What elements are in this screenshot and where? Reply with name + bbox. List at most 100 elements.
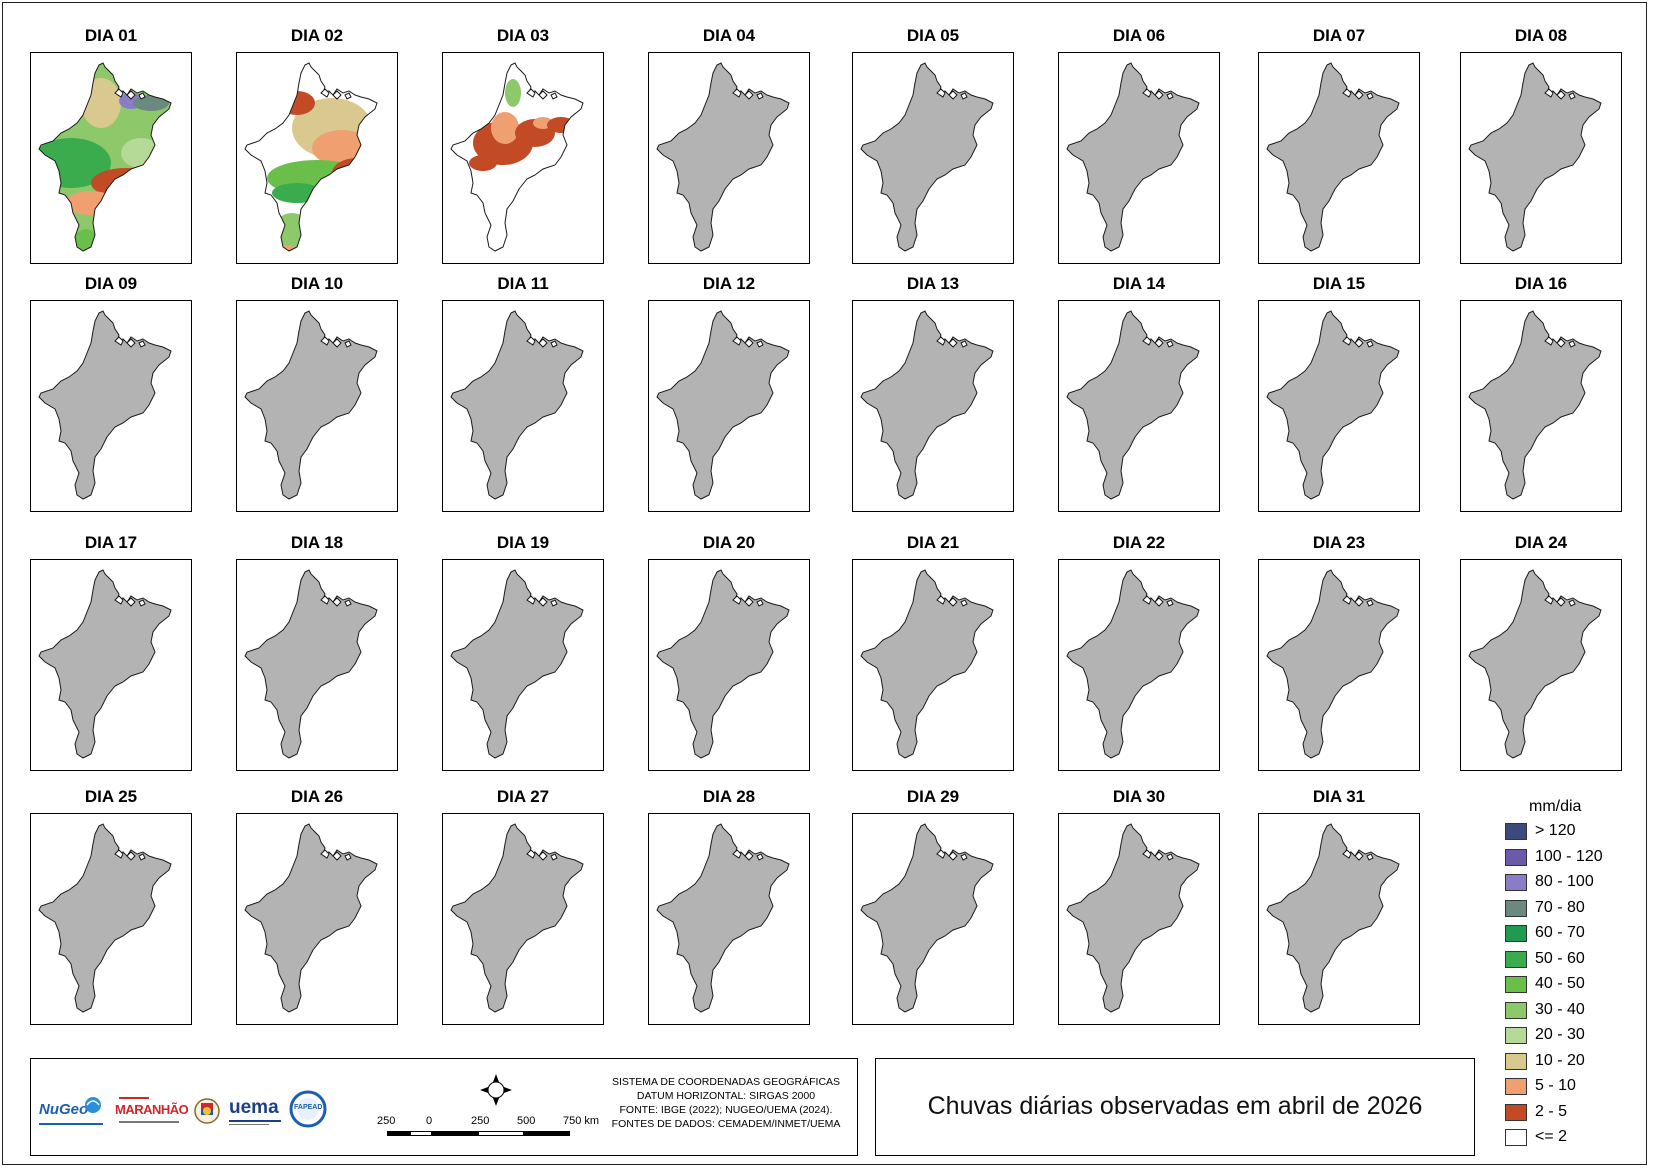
legend-label: <= 2 — [1535, 1128, 1568, 1145]
map-frame — [1258, 813, 1420, 1025]
legend-item: 2 - 5 — [1505, 1103, 1635, 1123]
map-frame — [1058, 52, 1220, 264]
day-label: DIA 07 — [1312, 26, 1366, 45]
day-map-panel: DIA 15 — [1258, 274, 1420, 514]
legend-label: 20 - 30 — [1535, 1026, 1585, 1043]
legend-item: 60 - 70 — [1505, 924, 1635, 944]
credit-line: DATUM HORIZONTAL: SIRGAS 2000 — [636, 1090, 816, 1102]
map-credits: SISTEMA DE COORDENADAS GEOGRÁFICAS DATUM… — [591, 1075, 861, 1131]
legend-item: 10 - 20 — [1505, 1052, 1635, 1072]
maranhao-state-map — [38, 823, 172, 1013]
day-map-panel: DIA 30 — [1058, 787, 1220, 1027]
maranhao-state-map — [1066, 62, 1200, 252]
map-frame — [30, 559, 192, 771]
day-map-panel: DIA 01 — [30, 26, 192, 266]
footer-info-box: NuGeo MARANHÃO uema — [30, 1058, 858, 1156]
day-map-panel: DIA 13 — [852, 274, 1014, 514]
legend-item: 20 - 30 — [1505, 1026, 1635, 1046]
maranhao-state-map — [656, 62, 790, 252]
scale-segment — [432, 1131, 478, 1136]
institution-logos: NuGeo MARANHÃO uema — [37, 1087, 337, 1137]
legend-swatch — [1505, 1027, 1527, 1044]
government-seal-logo — [193, 1087, 223, 1135]
map-frame — [1258, 559, 1420, 771]
maranhao-state-map — [860, 62, 994, 252]
day-map-panel: DIA 26 — [236, 787, 398, 1027]
day-map-panel: DIA 08 — [1460, 26, 1622, 266]
day-label: DIA 17 — [84, 533, 138, 552]
day-map-panel: DIA 19 — [442, 533, 604, 773]
day-label: DIA 31 — [1312, 787, 1366, 806]
day-label: DIA 06 — [1112, 26, 1166, 45]
legend-label: 100 - 120 — [1535, 847, 1603, 865]
day-label: DIA 27 — [496, 787, 550, 806]
legend-swatch — [1505, 1103, 1527, 1121]
legend-item: > 120 — [1505, 822, 1635, 842]
map-frame — [442, 52, 604, 264]
map-frame — [442, 300, 604, 512]
map-frame — [1058, 813, 1220, 1025]
day-label: DIA 30 — [1112, 787, 1166, 806]
day-map-panel: DIA 09 — [30, 274, 192, 514]
map-frame — [30, 52, 192, 264]
day-label: DIA 28 — [702, 787, 756, 806]
credit-line: FONTE: IBGE (2022); NUGEO/UEMA (2024). — [619, 1104, 833, 1116]
map-frame — [1460, 300, 1622, 512]
day-label: DIA 15 — [1312, 274, 1366, 293]
map-frame — [1058, 559, 1220, 771]
maranhao-state-map — [1468, 62, 1602, 252]
map-frame — [852, 300, 1014, 512]
day-label: DIA 10 — [290, 274, 344, 293]
legend-label: 70 - 80 — [1535, 898, 1585, 916]
legend-label: 5 - 10 — [1535, 1077, 1576, 1094]
day-label: DIA 21 — [906, 533, 960, 552]
maranhao-state-map — [860, 569, 994, 759]
maranhao-state-map — [656, 310, 790, 500]
day-label: DIA 16 — [1514, 274, 1568, 293]
legend-swatch — [1505, 823, 1527, 840]
map-frame — [648, 300, 810, 512]
day-label: DIA 19 — [496, 533, 550, 552]
day-label: DIA 29 — [906, 787, 960, 806]
day-map-panel: DIA 02 — [236, 26, 398, 266]
legend-label: 80 - 100 — [1535, 873, 1594, 890]
day-label: DIA 25 — [84, 787, 138, 806]
legend-label: > 120 — [1535, 822, 1576, 839]
day-label: DIA 01 — [84, 26, 138, 45]
maranhao-state-map — [1468, 569, 1602, 759]
map-frame — [1258, 300, 1420, 512]
scale-segment — [478, 1131, 524, 1136]
scale-segment — [387, 1131, 410, 1136]
legend-item: 5 - 10 — [1505, 1077, 1635, 1097]
maranhao-state-map — [38, 569, 172, 759]
nugeo-logo: NuGeo — [37, 1087, 107, 1135]
legend-item: 40 - 50 — [1505, 975, 1635, 995]
day-label: DIA 26 — [290, 787, 344, 806]
map-frame — [30, 813, 192, 1025]
day-map-panel: DIA 18 — [236, 533, 398, 773]
day-label: DIA 23 — [1312, 533, 1366, 552]
day-label: DIA 14 — [1112, 274, 1166, 293]
map-frame — [648, 559, 810, 771]
map-title: Chuvas diárias observadas em abril de 20… — [927, 1092, 1423, 1120]
maranhao-state-map — [860, 310, 994, 500]
maranhao-state-map — [450, 310, 584, 500]
scale-label: 0 — [426, 1115, 433, 1127]
maranhao-state-map — [244, 62, 378, 252]
map-frame — [852, 813, 1014, 1025]
map-frame — [648, 52, 810, 264]
maranhao-state-map — [1266, 823, 1400, 1013]
legend-swatch — [1505, 1078, 1527, 1095]
legend-swatch — [1505, 925, 1527, 942]
map-frame — [852, 559, 1014, 771]
day-map-panel: DIA 10 — [236, 274, 398, 514]
day-map-panel: DIA 03 — [442, 26, 604, 266]
maranhao-state-map — [1266, 310, 1400, 500]
map-frame — [236, 52, 398, 264]
day-label: DIA 03 — [496, 26, 550, 45]
maranhao-state-map — [656, 569, 790, 759]
legend-item: 30 - 40 — [1505, 1001, 1635, 1021]
maranhao-state-map — [450, 569, 584, 759]
map-frame — [1460, 559, 1622, 771]
day-map-panel: DIA 21 — [852, 533, 1014, 773]
